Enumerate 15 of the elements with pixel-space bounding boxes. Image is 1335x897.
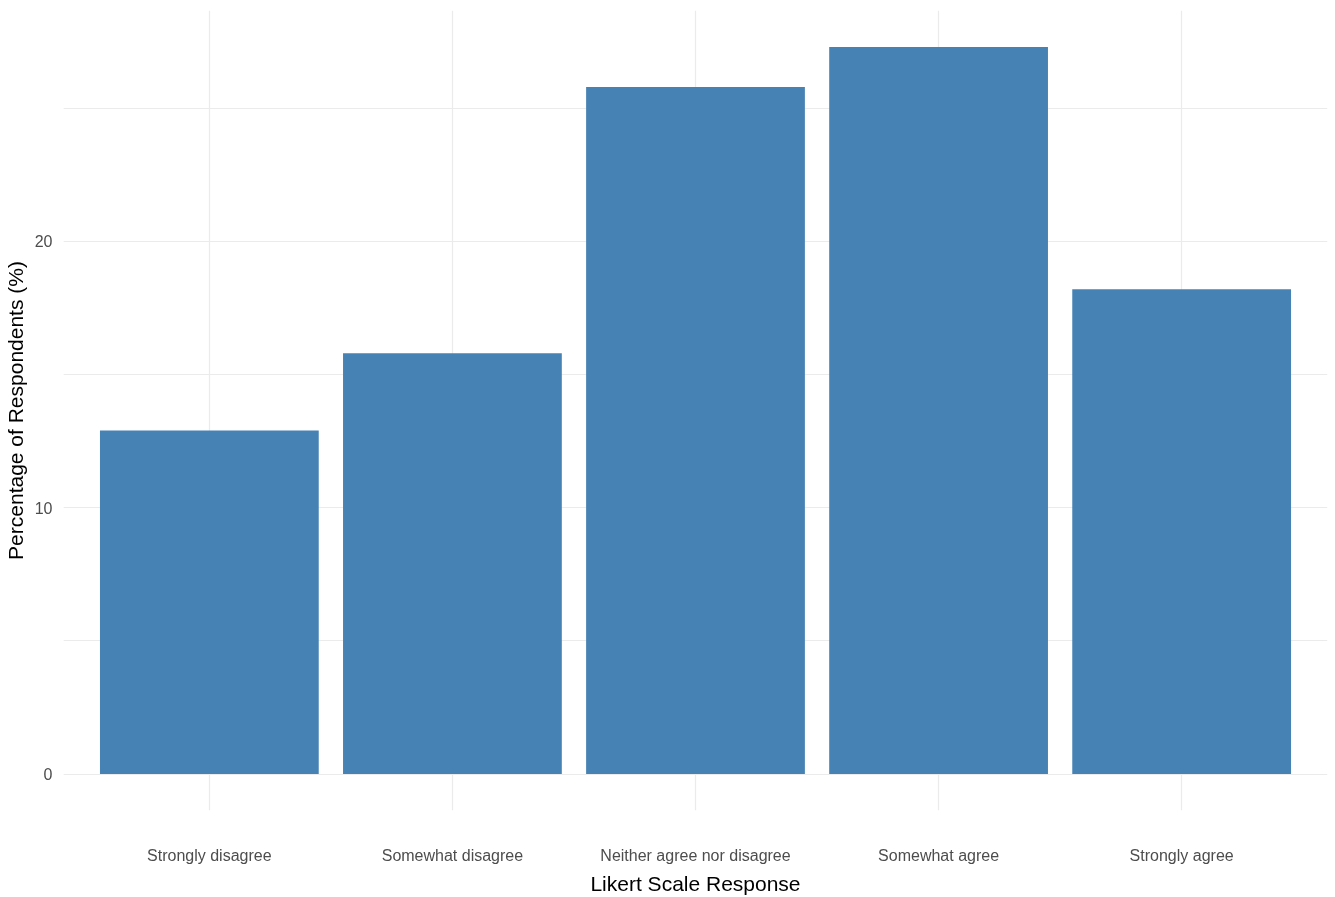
bar [829, 46, 1048, 775]
y-tick-label: 0 [43, 766, 53, 784]
x-tick-label: Strongly disagree [147, 846, 272, 864]
x-tick-label: Strongly agree [1129, 846, 1234, 864]
bar [1072, 289, 1292, 775]
x-tick-label: Somewhat agree [878, 846, 1000, 864]
x-axis-title: Likert Scale Response [590, 871, 801, 895]
x-tick-label: Neither agree nor disagree [600, 846, 791, 864]
x-tick-label: Somewhat disagree [381, 846, 524, 864]
bar [99, 430, 319, 775]
y-axis-title: Percentage of Respondents (%) [3, 261, 27, 560]
y-tick-label: 20 [34, 233, 53, 251]
bar [343, 353, 562, 775]
bar [586, 86, 805, 775]
y-tick-label: 10 [34, 499, 53, 517]
